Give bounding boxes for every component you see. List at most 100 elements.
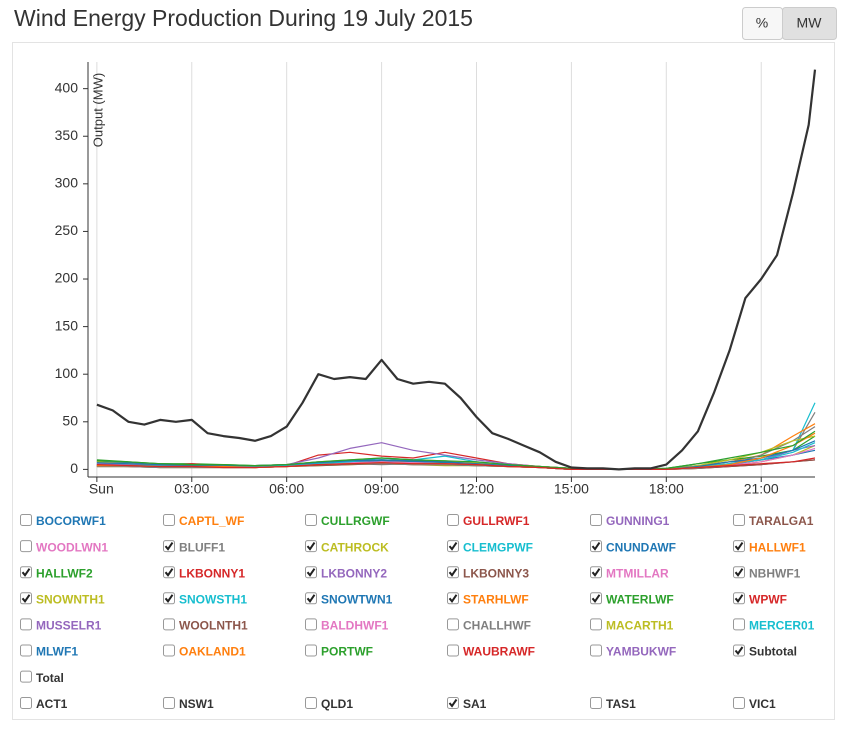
checkmark[interactable] <box>164 594 174 603</box>
checkmark[interactable] <box>734 646 744 656</box>
checkmark[interactable] <box>734 568 744 577</box>
checkbox[interactable] <box>590 618 602 631</box>
checkbox[interactable] <box>447 618 459 631</box>
checkmark[interactable] <box>734 542 744 551</box>
legend-label[interactable]: SNOWSTH1 <box>179 592 247 606</box>
legend-label[interactable]: WAUBRAWF <box>463 645 535 659</box>
region-label[interactable]: VIC1 <box>749 697 776 711</box>
checkmark[interactable] <box>448 594 458 603</box>
x-tick-label: Sun <box>89 481 114 497</box>
region-label[interactable]: NSW1 <box>179 697 214 711</box>
legend-label[interactable]: CNUNDAWF <box>606 540 676 554</box>
checkbox[interactable] <box>733 618 745 631</box>
legend-label[interactable]: SNOWNTH1 <box>36 592 105 606</box>
legend-label[interactable]: CULLRGWF <box>321 514 390 528</box>
checkbox[interactable] <box>20 697 32 709</box>
chart-title: Wind Energy Production During 19 July 20… <box>14 5 473 31</box>
checkbox[interactable] <box>590 514 602 526</box>
legend-label[interactable]: WPWF <box>749 592 787 606</box>
legend-label[interactable]: TARALGA1 <box>749 514 814 528</box>
y-tick-label: 50 <box>62 412 78 428</box>
legend-label[interactable]: YAMBUKWF <box>606 645 676 659</box>
checkbox[interactable] <box>733 514 745 526</box>
checkbox[interactable] <box>20 514 32 526</box>
checkmark[interactable] <box>591 594 601 603</box>
legend-label[interactable]: BOCORWF1 <box>36 514 106 528</box>
legend-label[interactable]: PORTWF <box>321 645 373 659</box>
legend-label[interactable]: MERCER01 <box>749 619 815 633</box>
checkbox[interactable] <box>163 618 175 631</box>
legend-label[interactable]: CAPTL_WF <box>179 514 244 528</box>
checkmark[interactable] <box>164 542 174 551</box>
region-label[interactable]: SA1 <box>463 697 487 711</box>
checkbox[interactable] <box>20 540 32 553</box>
checkmark[interactable] <box>21 568 31 577</box>
legend-label[interactable]: WOODLWN1 <box>36 540 108 554</box>
legend-label[interactable]: LKBONNY3 <box>463 566 529 580</box>
legend-label[interactable]: MLWF1 <box>36 645 78 659</box>
x-tick-label: 15:00 <box>554 481 589 497</box>
checkbox[interactable] <box>305 514 317 526</box>
region-label[interactable]: ACT1 <box>36 697 68 711</box>
legend-label[interactable]: WOOLNTH1 <box>179 619 248 633</box>
checkbox[interactable] <box>20 618 32 631</box>
checkmark[interactable] <box>164 568 174 577</box>
checkbox[interactable] <box>163 514 175 526</box>
legend-label[interactable]: CATHROCK <box>321 540 389 554</box>
checkbox[interactable] <box>20 644 32 657</box>
checkbox[interactable] <box>305 644 317 657</box>
unit-button[interactable] <box>782 7 837 40</box>
checkmark[interactable] <box>591 568 601 577</box>
checkmark[interactable] <box>448 568 458 577</box>
checkmark[interactable] <box>21 594 31 603</box>
legend-label[interactable]: MTMILLAR <box>606 566 669 580</box>
legend-label[interactable]: HALLWF1 <box>749 540 806 554</box>
checkbox[interactable] <box>733 697 745 709</box>
legend-label[interactable]: BALDHWF1 <box>321 619 389 633</box>
legend-label[interactable]: MUSSELR1 <box>36 619 102 633</box>
legend-label[interactable]: GUNNING1 <box>606 514 670 528</box>
legend-label[interactable]: Total <box>36 671 64 685</box>
chart-card <box>12 42 835 720</box>
unit-button-label[interactable]: % <box>756 15 768 31</box>
region-label[interactable]: QLD1 <box>321 697 353 711</box>
legend-label[interactable]: SNOWTWN1 <box>321 592 393 606</box>
checkmark[interactable] <box>306 542 316 551</box>
checkbox[interactable] <box>305 697 317 709</box>
checkmark[interactable] <box>448 698 458 708</box>
y-tick-label: 250 <box>55 222 79 238</box>
checkbox[interactable] <box>20 670 32 683</box>
legend-label[interactable]: STARHLWF <box>463 592 529 606</box>
checkbox[interactable] <box>590 697 602 709</box>
legend-label[interactable]: HALLWF2 <box>36 566 93 580</box>
checkmark[interactable] <box>306 568 316 577</box>
checkbox[interactable] <box>590 644 602 657</box>
checkbox[interactable] <box>447 644 459 657</box>
checkbox[interactable] <box>163 644 175 657</box>
legend-label[interactable]: WATERLWF <box>606 592 674 606</box>
legend-label[interactable]: NBHWF1 <box>749 566 801 580</box>
legend-label[interactable]: CLEMGPWF <box>463 540 533 554</box>
checkbox[interactable] <box>305 618 317 631</box>
checkbox[interactable] <box>163 697 175 709</box>
legend-label[interactable]: LKBONNY1 <box>179 566 245 580</box>
legend-label[interactable]: Subtotal <box>749 645 797 659</box>
unit-button-label[interactable]: MW <box>797 15 823 31</box>
legend-label[interactable]: GULLRWF1 <box>463 514 530 528</box>
legend-label[interactable]: BLUFF1 <box>179 540 225 554</box>
region-label[interactable]: TAS1 <box>606 697 636 711</box>
legend-label[interactable]: LKBONNY2 <box>321 566 387 580</box>
checkmark[interactable] <box>448 542 458 551</box>
legend-label[interactable]: CHALLHWF <box>463 619 531 633</box>
y-tick-label: 400 <box>55 79 79 95</box>
x-tick-label: 09:00 <box>364 481 399 497</box>
y-tick-label: 150 <box>55 317 79 333</box>
legend-label[interactable]: OAKLAND1 <box>179 645 246 659</box>
checkmark[interactable] <box>734 594 744 603</box>
checkmark[interactable] <box>591 542 601 551</box>
checkmark[interactable] <box>306 594 316 603</box>
legend-label[interactable]: MACARTH1 <box>606 619 674 633</box>
series-line <box>96 457 816 470</box>
checkbox[interactable] <box>447 514 459 526</box>
